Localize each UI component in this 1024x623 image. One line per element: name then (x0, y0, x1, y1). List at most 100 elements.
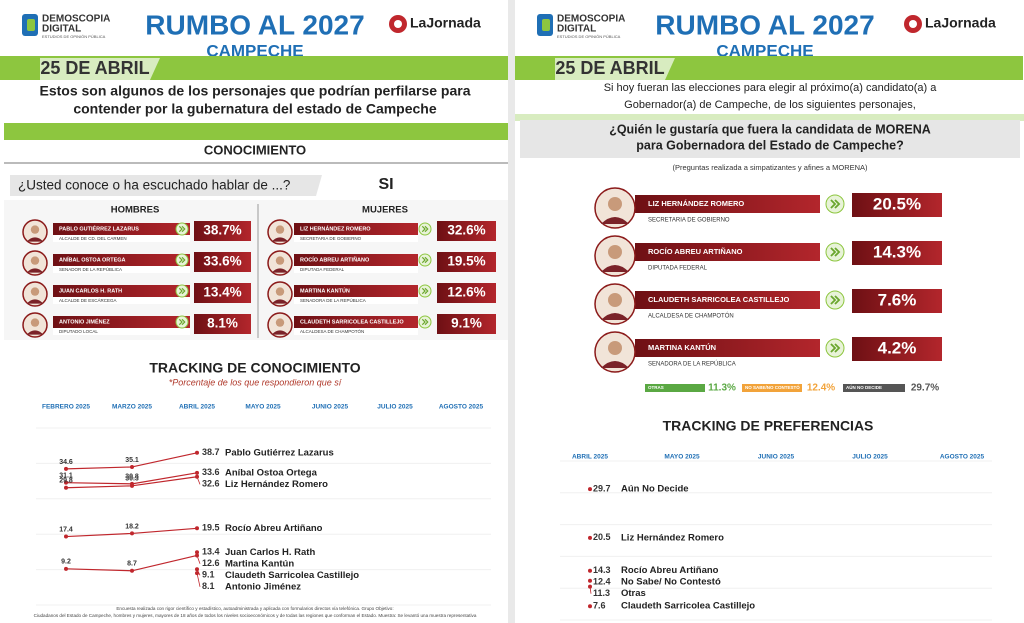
candidate-role: SENADORA DE LA REPÚBLICA (648, 361, 736, 368)
value-box (194, 283, 251, 303)
value-box (194, 314, 251, 334)
leader (196, 476, 201, 485)
value-box (852, 289, 942, 313)
green-band (515, 114, 1024, 121)
month-label: ABRIL 2025 (179, 404, 215, 411)
value: 33.6% (203, 254, 241, 269)
group-title: MUJERES (362, 205, 408, 216)
value: 32.6% (447, 223, 485, 238)
photo-head (608, 341, 622, 355)
candidate-name: LIZ HERNÁNDEZ ROMERO (300, 225, 371, 232)
point-label: 19.5 (202, 523, 220, 533)
value: 20.5% (873, 194, 921, 213)
leader (196, 555, 201, 564)
tracking-point (64, 485, 68, 490)
photo-body (271, 237, 289, 242)
question: ¿Quién le gustaría que fuera la candidat… (609, 122, 931, 136)
candidate-name: ANÍBAL OSTOA ORTEGA (59, 255, 126, 263)
logo-name: DIGITAL (557, 24, 596, 35)
point-label: 9.2 (61, 559, 71, 566)
photo-head (608, 197, 622, 211)
logo-name: DEMOSCOPIA (42, 14, 110, 25)
point-label: 38.7 (202, 447, 220, 457)
month-label: MAYO 2025 (664, 454, 700, 461)
candidate-name: MARTINA KANTÚN (300, 287, 350, 294)
series-name: Otras (621, 588, 646, 599)
logo-name: DEMOSCOPIA (557, 14, 625, 25)
panel-divider (508, 0, 515, 623)
value-box (194, 221, 251, 241)
candidate-role: DIPUTADA FEDERAL (648, 266, 708, 272)
tracking-point (195, 450, 199, 455)
photo-body (601, 217, 629, 224)
photo-body (601, 313, 629, 320)
tracking-point (195, 470, 199, 475)
question-box (520, 120, 1020, 158)
photo-body (601, 361, 629, 368)
brand-icon-inner (394, 20, 402, 28)
value: 14.3% (873, 242, 921, 261)
photo-body (26, 330, 44, 335)
value: 7.6% (878, 290, 917, 309)
value-box (852, 193, 942, 217)
question-box (10, 175, 322, 196)
name-bar (294, 254, 418, 266)
candidate-name: ROCÍO ABREU ARTIÑANO (648, 247, 743, 256)
footer: Ciudadanos del Estado de Campeche, hombr… (34, 613, 477, 618)
intro: Gobernador(a) de Campeche, de los siguie… (624, 99, 916, 111)
point-label: 30.3 (125, 476, 139, 483)
leader (196, 573, 201, 587)
green-band (4, 123, 508, 140)
other-label: OTRAS (648, 385, 664, 390)
candidate-name: JUAN CARLOS H. RATH (59, 288, 122, 294)
point-label: 11.3 (593, 588, 610, 598)
logo-tagline: ESTUDIOS DE OPINIÓN PÚBLICA (557, 34, 621, 39)
name-bar (294, 285, 418, 297)
month-label: ABRIL 2025 (572, 454, 608, 461)
answer: SI (378, 176, 393, 193)
photo-head (608, 293, 622, 307)
tracking-point (195, 526, 199, 531)
point-label: 18.2 (125, 523, 139, 530)
arrow-chevrons (830, 199, 841, 209)
question: ¿Usted conoce o ha escuchado hablar de .… (18, 178, 290, 193)
photo-body (271, 330, 289, 335)
arrow-chevrons (421, 287, 429, 295)
tracking-point (64, 566, 68, 571)
role-band (53, 235, 190, 242)
brand-icon-inner (909, 20, 917, 28)
tracking-title: TRACKING DE CONOCIMIENTO (149, 360, 360, 376)
other-label: AÚN NO DECIDE (846, 384, 882, 390)
candidate-role: SECRETARIA DE GOBIERNO (648, 218, 730, 224)
series-name: Aún No Decide (621, 484, 689, 495)
candidate-role: ALCALDE DE CD. DEL CARMEN (59, 236, 127, 241)
role-band (294, 328, 418, 335)
point-label: 14.3 (593, 565, 611, 575)
series-name: Martina Kantún (225, 558, 294, 569)
photo-head (30, 287, 40, 296)
candidate-role: ALCALDESA DE CHAMPOTÓN (648, 313, 734, 320)
candidate-role: SENADORA DE LA REPÚBLICA (300, 297, 366, 303)
value: 12.6% (447, 285, 485, 300)
subtitle: CAMPECHE (716, 41, 813, 60)
other-value: 12.4% (807, 383, 835, 394)
series-name: Aníbal Ostoa Ortega (225, 467, 318, 478)
photo-head (275, 225, 285, 234)
arrow-chevrons (421, 225, 429, 233)
point-label: 13.4 (202, 547, 220, 557)
photo-head (275, 256, 285, 265)
title: RUMBO AL 2027 (655, 9, 874, 40)
month-label: AGOSTO 2025 (439, 404, 484, 411)
value: 9.1% (451, 316, 482, 331)
tracking-point (64, 534, 68, 539)
photo-body (271, 268, 289, 273)
tracking-subtitle: *Porcentaje de los que respondieron que … (169, 377, 343, 387)
section-title: CONOCIMIENTO (204, 142, 306, 157)
point-label: 7.6 (593, 601, 606, 611)
point-label: 29.7 (593, 483, 611, 493)
arrow-chevrons (830, 247, 841, 257)
logo-tagline: ESTUDIOS DE OPINIÓN PÚBLICA (42, 34, 106, 39)
intro: Estos son algunos de los personajes que … (39, 83, 470, 99)
month-label: JUNIO 2025 (312, 404, 349, 411)
